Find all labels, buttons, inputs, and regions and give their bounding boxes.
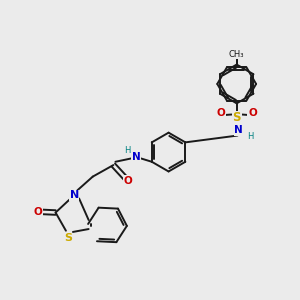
Text: S: S <box>232 111 241 124</box>
Text: H: H <box>124 146 130 155</box>
Text: S: S <box>64 233 72 243</box>
Text: O: O <box>248 108 257 118</box>
Text: H: H <box>247 132 253 141</box>
Text: N: N <box>132 152 140 162</box>
Text: N: N <box>70 190 79 200</box>
Text: O: O <box>124 176 132 186</box>
Text: O: O <box>217 108 225 118</box>
Text: CH₃: CH₃ <box>229 50 244 59</box>
Text: O: O <box>34 207 43 217</box>
Text: N: N <box>234 125 243 135</box>
